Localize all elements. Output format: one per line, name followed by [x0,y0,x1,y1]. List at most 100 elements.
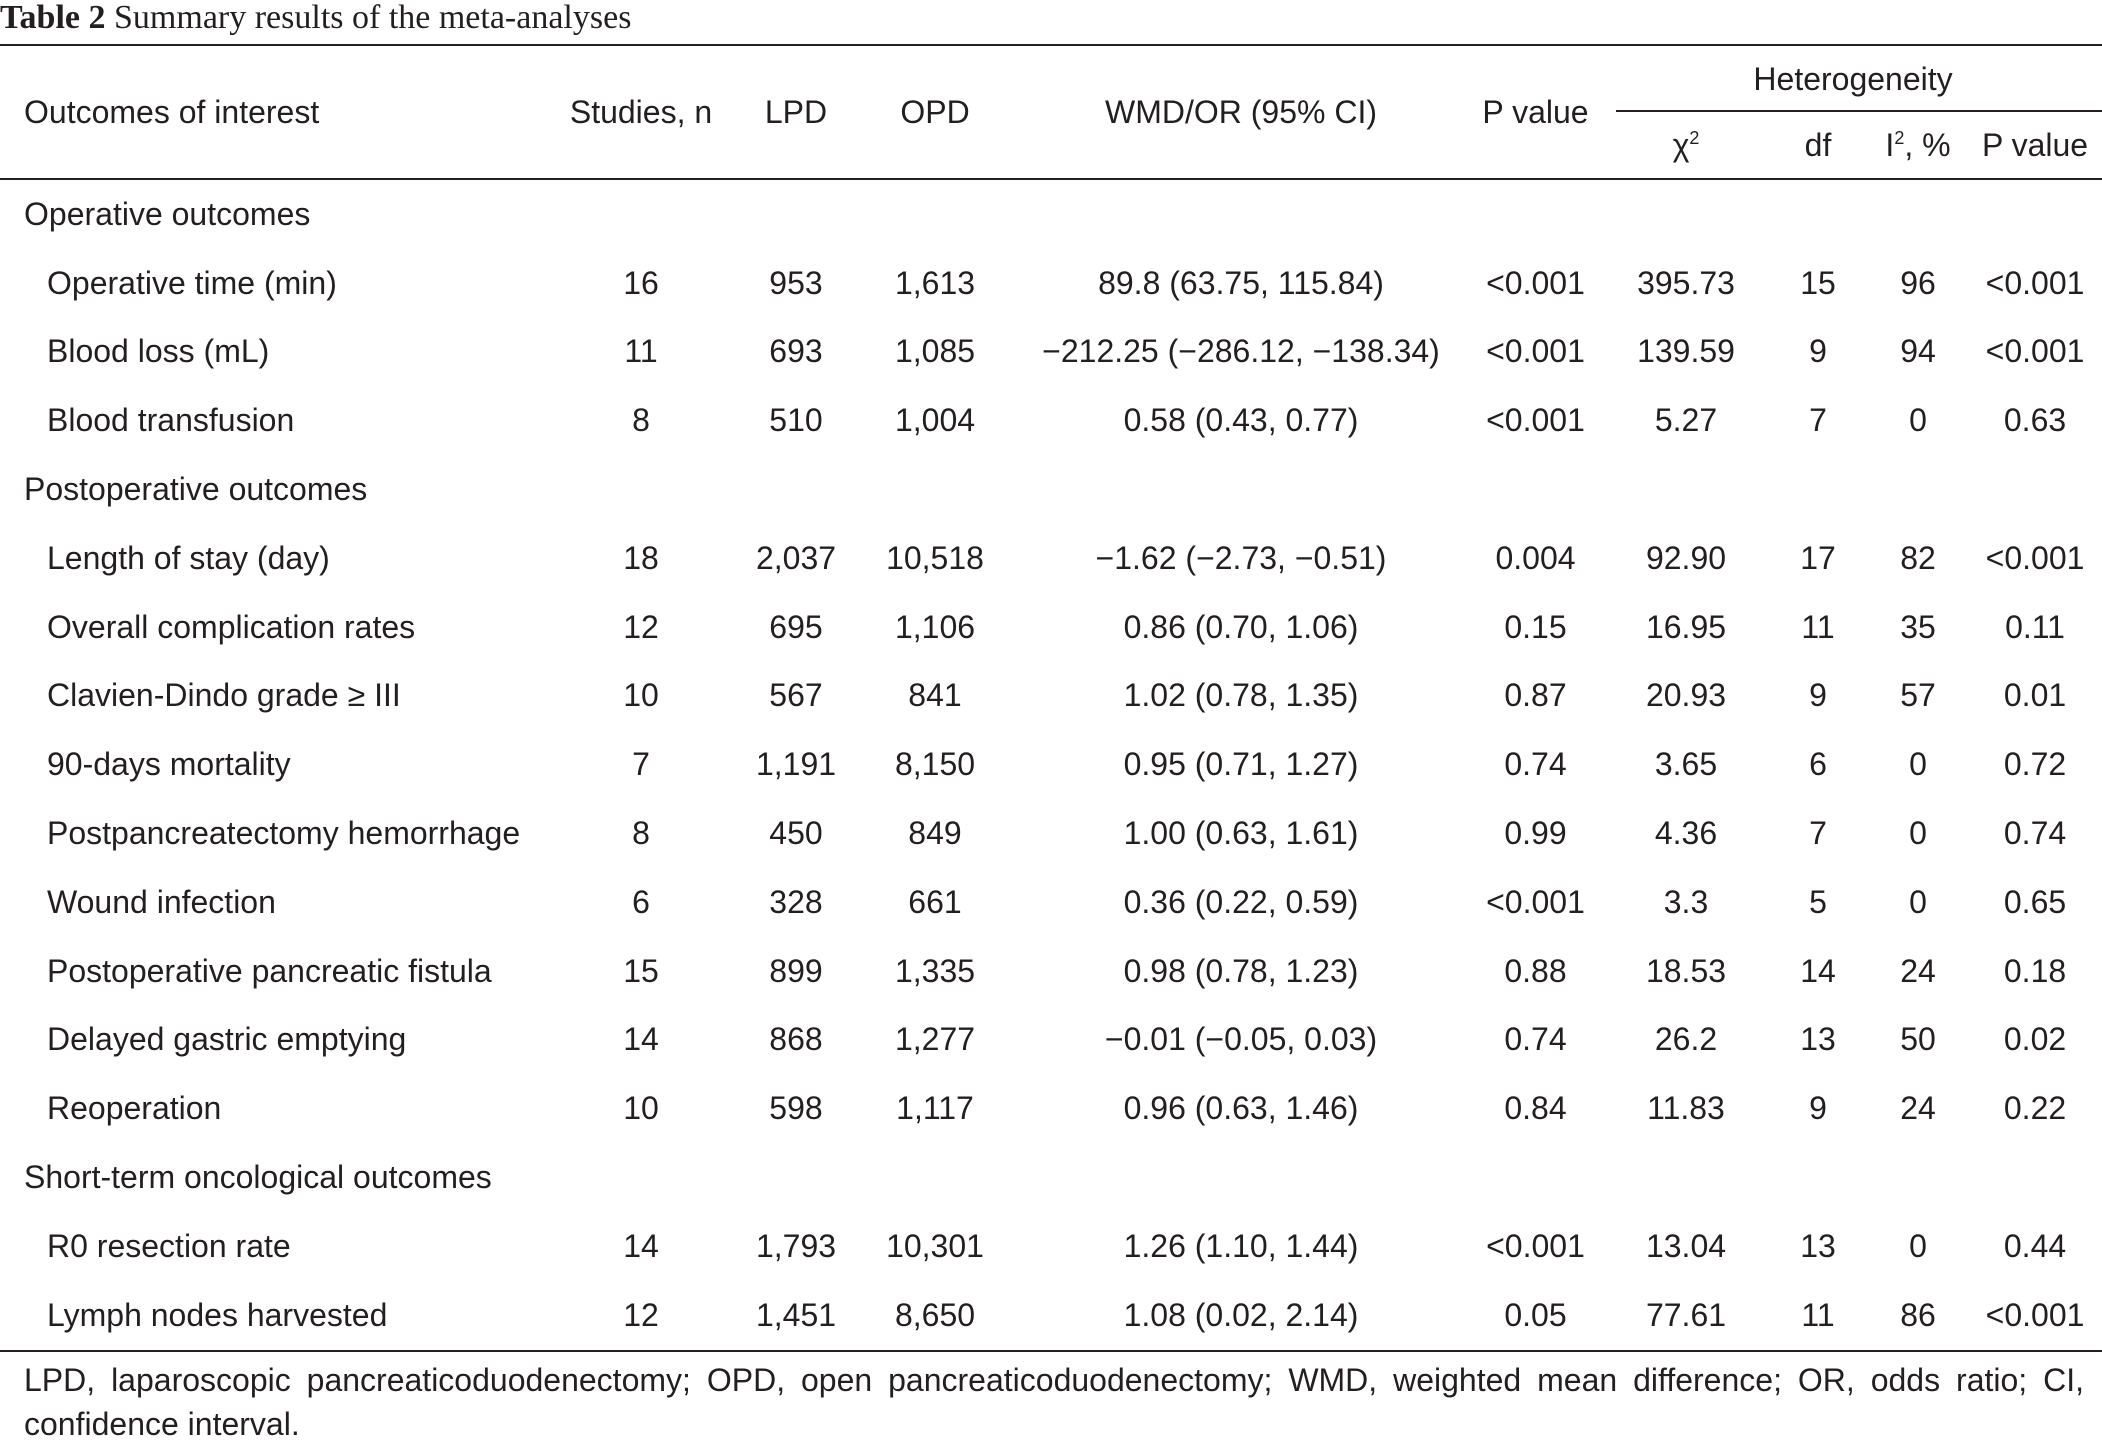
header-het-pvalue: P value [1968,112,2102,180]
table-row: Blood loss (mL) 11 693 1,085 −212.25 (−286.1… [0,318,2102,387]
i-symbol: I [1885,126,1895,163]
cell-wmd: 1.00 (0.63, 1.61) [1123,815,1359,852]
cell-df: 13 [1800,1021,1836,1058]
chi-symbol: χ [1672,126,1690,163]
cell-hp: 0.65 [2003,883,2067,920]
cell-studies: 14 [623,1227,659,1264]
table-row: Length of stay (day) 18 2,037 10,518 −1.62 (… [0,524,2102,593]
cell-chi2: 139.59 [1637,333,1735,370]
cell-wmd: 1.02 (0.78, 1.35) [1123,677,1359,714]
cell-opd: 1,613 [894,264,976,301]
cell-lpd: 567 [769,677,823,714]
group-row: Operative outcomes [0,179,2102,249]
cell-outcome: Postpancreatectomy hemorrhage [47,815,521,852]
table-row: R0 resection rate 14 1,793 10,301 1.26 (1.10… [0,1212,2102,1281]
cell-df: 5 [1809,883,1827,920]
cell-df: 9 [1809,677,1827,714]
cell-hp: <0.001 [1968,1280,2102,1352]
cell-wmd: 0.98 (0.78, 1.23) [1123,952,1359,989]
table-row: Operative time (min) 16 953 1,613 89.8 (63.7… [0,249,2102,318]
cell-studies: 11 [624,333,658,370]
cell-p: 0.05 [1467,1280,1604,1352]
cell-p: 0.15 [1504,608,1567,645]
i-suffix: , % [1904,126,1951,163]
group-heading: Short-term oncological outcomes [24,1159,492,1196]
cell-i2: 0 [1909,746,1927,783]
cell-wmd: 0.58 (0.43, 0.77) [1123,402,1359,439]
cell-i2: 96 [1900,264,1936,301]
header-wmd: WMD/OR (95% CI) [1015,45,1467,180]
cell-i2: 24 [1900,1090,1936,1127]
cell-df: 7 [1809,815,1827,852]
header-i2: I2, % [1868,112,1968,180]
cell-lpd: 695 [769,608,823,645]
group-row: Postoperative outcomes [0,455,2102,524]
cell-chi2: 13.04 [1645,1227,1727,1264]
cell-opd: 1,117 [896,1090,974,1127]
cell-p: 0.004 [1495,539,1576,576]
cell-i2: 86 [1868,1280,1968,1352]
cell-chi2: 4.36 [1654,815,1718,852]
cell-hp: <0.001 [1985,264,2085,301]
cell-studies: 8 [632,402,650,439]
cell-wmd: −212.25 (−286.12, −138.34) [1042,333,1440,370]
cell-p: <0.001 [1486,883,1585,920]
cell-hp: 0.01 [2003,677,2067,714]
chi-superscript: 2 [1689,127,1700,148]
cell-outcome: R0 resection rate [47,1227,291,1264]
cell-df: 14 [1800,952,1836,989]
cell-i2: 50 [1900,1021,1936,1058]
cell-lpd: 2,037 [755,539,837,576]
cell-df: 7 [1809,402,1827,439]
cell-lpd: 1,793 [755,1227,837,1264]
cell-chi2: 11.83 [1647,1090,1725,1127]
cell-p: <0.001 [1486,402,1585,439]
table-body: Operative outcomes Operative time (min) 16… [0,179,2102,1352]
cell-i2: 0 [1909,883,1927,920]
cell-p: 0.84 [1504,1090,1567,1127]
cell-opd: 1,085 [894,333,976,370]
table-row: Wound infection 6 328 661 0.36 (0.22, 0.59) <… [0,868,2102,937]
cell-lpd: 953 [769,264,823,301]
table-row: Delayed gastric emptying 14 868 1,277 −0.01 … [0,1006,2102,1075]
cell-studies: 18 [623,539,659,576]
header-df: df [1768,112,1868,180]
table-row: Postpancreatectomy hemorrhage 8 450 849 1.00… [0,799,2102,868]
cell-chi2: 26.2 [1654,1021,1718,1058]
cell-opd: 841 [908,677,962,714]
cell-opd: 8,150 [894,746,976,783]
cell-chi2: 5.27 [1654,402,1718,439]
cell-i2: 35 [1900,608,1936,645]
cell-hp: 0.11 [2005,608,2065,645]
table-row: Clavien-Dindo grade ≥ III 10 567 841 1.02 (0… [0,662,2102,731]
group-heading: Postoperative outcomes [24,471,368,508]
cell-i2: 0 [1909,815,1927,852]
cell-i2: 24 [1900,952,1936,989]
cell-i2: 94 [1900,333,1936,370]
cell-chi2: 395.73 [1637,264,1735,301]
header-studies: Studies, n [545,45,737,180]
heterogeneity-rule [1616,110,2102,112]
cell-wmd: 0.95 (0.71, 1.27) [1123,746,1359,783]
table-row: Postoperative pancreatic fistula 15 899 1,3… [0,937,2102,1006]
cell-p: 0.88 [1504,952,1567,989]
table-header: Outcomes of interest Studies, n LPD OPD … [0,45,2102,180]
cell-studies: 8 [632,815,650,852]
table-title: Table 2 Summary results of the meta-anal… [0,0,631,44]
table-row: Lymph nodes harvested 12 1,451 8,650 1.08 (0… [0,1280,2102,1352]
header-outcomes: Outcomes of interest [0,45,545,180]
cell-outcome: Length of stay (day) [47,539,330,576]
cell-lpd: 450 [769,815,823,852]
cell-chi2: 3.3 [1663,883,1709,920]
cell-p: <0.001 [1486,264,1585,301]
cell-outcome: Reoperation [47,1090,222,1127]
cell-opd: 849 [908,815,962,852]
cell-studies: 7 [632,746,650,783]
cell-p: 0.74 [1504,746,1567,783]
cell-df: 9 [1809,1090,1827,1127]
group-row: Short-term oncological outcomes [0,1143,2102,1212]
i-superscript: 2 [1894,127,1905,148]
cell-hp: 0.74 [2003,815,2067,852]
table-label: Table 2 [0,0,106,36]
cell-df: 6 [1809,746,1827,783]
